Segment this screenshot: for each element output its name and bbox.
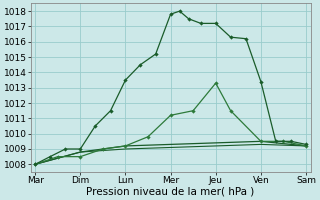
X-axis label: Pression niveau de la mer( hPa ): Pression niveau de la mer( hPa ): [86, 187, 255, 197]
